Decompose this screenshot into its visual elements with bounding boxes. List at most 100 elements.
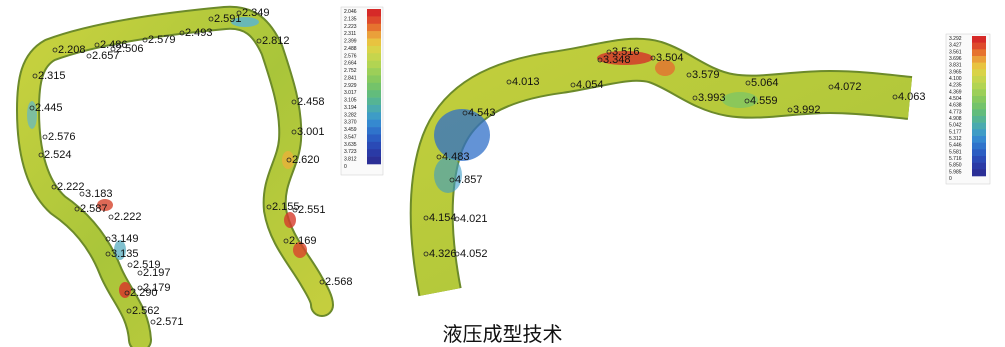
scale-tick-label: 5.985 xyxy=(949,169,962,175)
left-label: 2.812 xyxy=(262,35,290,47)
label-marker xyxy=(286,157,292,163)
right-label: 4.483 xyxy=(442,151,470,163)
scale-swatch xyxy=(972,76,986,83)
scale-tick-label: 4.908 xyxy=(949,116,962,122)
left-label: 2.579 xyxy=(148,34,176,46)
scale-swatch xyxy=(367,60,381,69)
left-label: 2.315 xyxy=(38,70,66,82)
scale-swatch xyxy=(367,104,381,113)
label-marker xyxy=(423,215,429,221)
scale-tick-label: 3.812 xyxy=(344,157,357,163)
label-marker xyxy=(51,184,57,190)
left-label: 2.222 xyxy=(57,181,85,193)
scale-swatch xyxy=(367,156,381,165)
scale-swatch xyxy=(367,31,381,39)
scale-swatch xyxy=(367,134,381,143)
scale-swatch xyxy=(972,169,986,177)
right-label: 4.072 xyxy=(834,81,862,93)
left-label: 2.169 xyxy=(289,235,317,247)
scale-swatch xyxy=(972,56,986,63)
scale-swatch xyxy=(972,156,986,163)
right-label: 4.543 xyxy=(468,107,496,119)
label-marker xyxy=(423,251,429,257)
left-patch-red xyxy=(293,242,307,258)
scale-tick-label: 4.235 xyxy=(949,83,962,89)
label-marker xyxy=(449,177,455,183)
scale-swatch xyxy=(972,49,986,57)
left-label: 3.001 xyxy=(297,126,325,138)
left-patch-red xyxy=(97,199,113,211)
left-tube xyxy=(16,5,334,347)
figure-caption: 液压成型技术 xyxy=(442,322,563,346)
label-marker xyxy=(745,80,751,86)
scale-tick-label: 5.177 xyxy=(949,129,962,135)
scale-tick-label: 4.369 xyxy=(949,89,962,95)
scale-swatch xyxy=(972,129,986,137)
label-marker xyxy=(291,129,297,135)
scale-tick-label: 2.311 xyxy=(344,31,356,37)
scale-swatch xyxy=(367,82,381,91)
scale-swatch xyxy=(972,82,986,90)
right-label: 4.054 xyxy=(576,79,604,91)
label-marker xyxy=(606,49,612,55)
left-patch-orange xyxy=(282,151,294,169)
right-patch-red xyxy=(597,51,653,65)
scale-tick-label: 5.042 xyxy=(949,123,962,129)
scale-tick-label: 2.046 xyxy=(344,9,357,15)
label-marker xyxy=(650,55,656,61)
scale-tick-label: 2.576 xyxy=(344,53,357,59)
left-label: 2.493 xyxy=(185,27,213,39)
scale-swatch xyxy=(367,38,381,47)
label-marker xyxy=(208,16,214,22)
scale-swatch xyxy=(367,90,381,98)
label-marker xyxy=(137,285,143,291)
left-label: 2.208 xyxy=(58,44,86,56)
scale-swatch xyxy=(367,119,381,128)
left-patch-red xyxy=(119,282,131,298)
scale-swatch xyxy=(972,142,986,150)
scale-tick-label: 3.370 xyxy=(344,120,357,126)
left-label: 2.587 xyxy=(80,203,108,215)
label-marker xyxy=(506,79,512,85)
scale-tick-label: 3.292 xyxy=(949,36,962,42)
left-label: 2.445 xyxy=(35,102,63,114)
label-marker xyxy=(127,262,133,268)
label-marker xyxy=(105,236,111,242)
label-marker xyxy=(256,38,262,44)
right-label: 4.559 xyxy=(750,95,778,107)
scale-swatch xyxy=(367,45,381,54)
scale-tick-label: 2.399 xyxy=(344,39,357,45)
label-marker xyxy=(126,308,132,314)
scale-swatch xyxy=(972,109,986,117)
label-marker xyxy=(436,154,442,160)
scale-swatch xyxy=(972,69,986,77)
scale-tick-label: 3.194 xyxy=(344,105,357,111)
right-patch-orange xyxy=(655,60,675,76)
scale-tick-label: 3.561 xyxy=(949,49,962,55)
scale-swatch xyxy=(367,23,381,32)
right-label: 3.504 xyxy=(656,52,684,64)
label-marker xyxy=(74,206,80,212)
scale-tick-label: 0 xyxy=(344,164,347,170)
scale-tick-label: 3.105 xyxy=(344,98,357,104)
scale-swatch xyxy=(972,36,986,43)
scale-tick-label: 4.100 xyxy=(949,76,962,82)
right-labels: 3.516 3.348 3.504 4.013 4.054 3.579 5.06… xyxy=(423,46,926,260)
scale-tick-label: 2.664 xyxy=(344,61,357,67)
right-label: 3.993 xyxy=(698,92,726,104)
scale-tick-label: 5.312 xyxy=(949,136,962,142)
right-label: 4.857 xyxy=(455,174,483,186)
label-marker xyxy=(137,270,143,276)
scale-swatch xyxy=(972,116,986,123)
label-marker xyxy=(597,57,603,63)
left-label: 3.183 xyxy=(85,188,113,200)
scale-tick-label: 3.282 xyxy=(344,112,357,118)
scale-tick-label: 5.850 xyxy=(949,163,962,169)
scale-swatch xyxy=(972,89,986,97)
scale-tick-label: 3.696 xyxy=(949,56,962,62)
label-marker xyxy=(29,105,35,111)
label-marker xyxy=(692,95,698,101)
label-marker xyxy=(32,73,38,79)
scale-tick-label: 3.547 xyxy=(344,134,357,140)
